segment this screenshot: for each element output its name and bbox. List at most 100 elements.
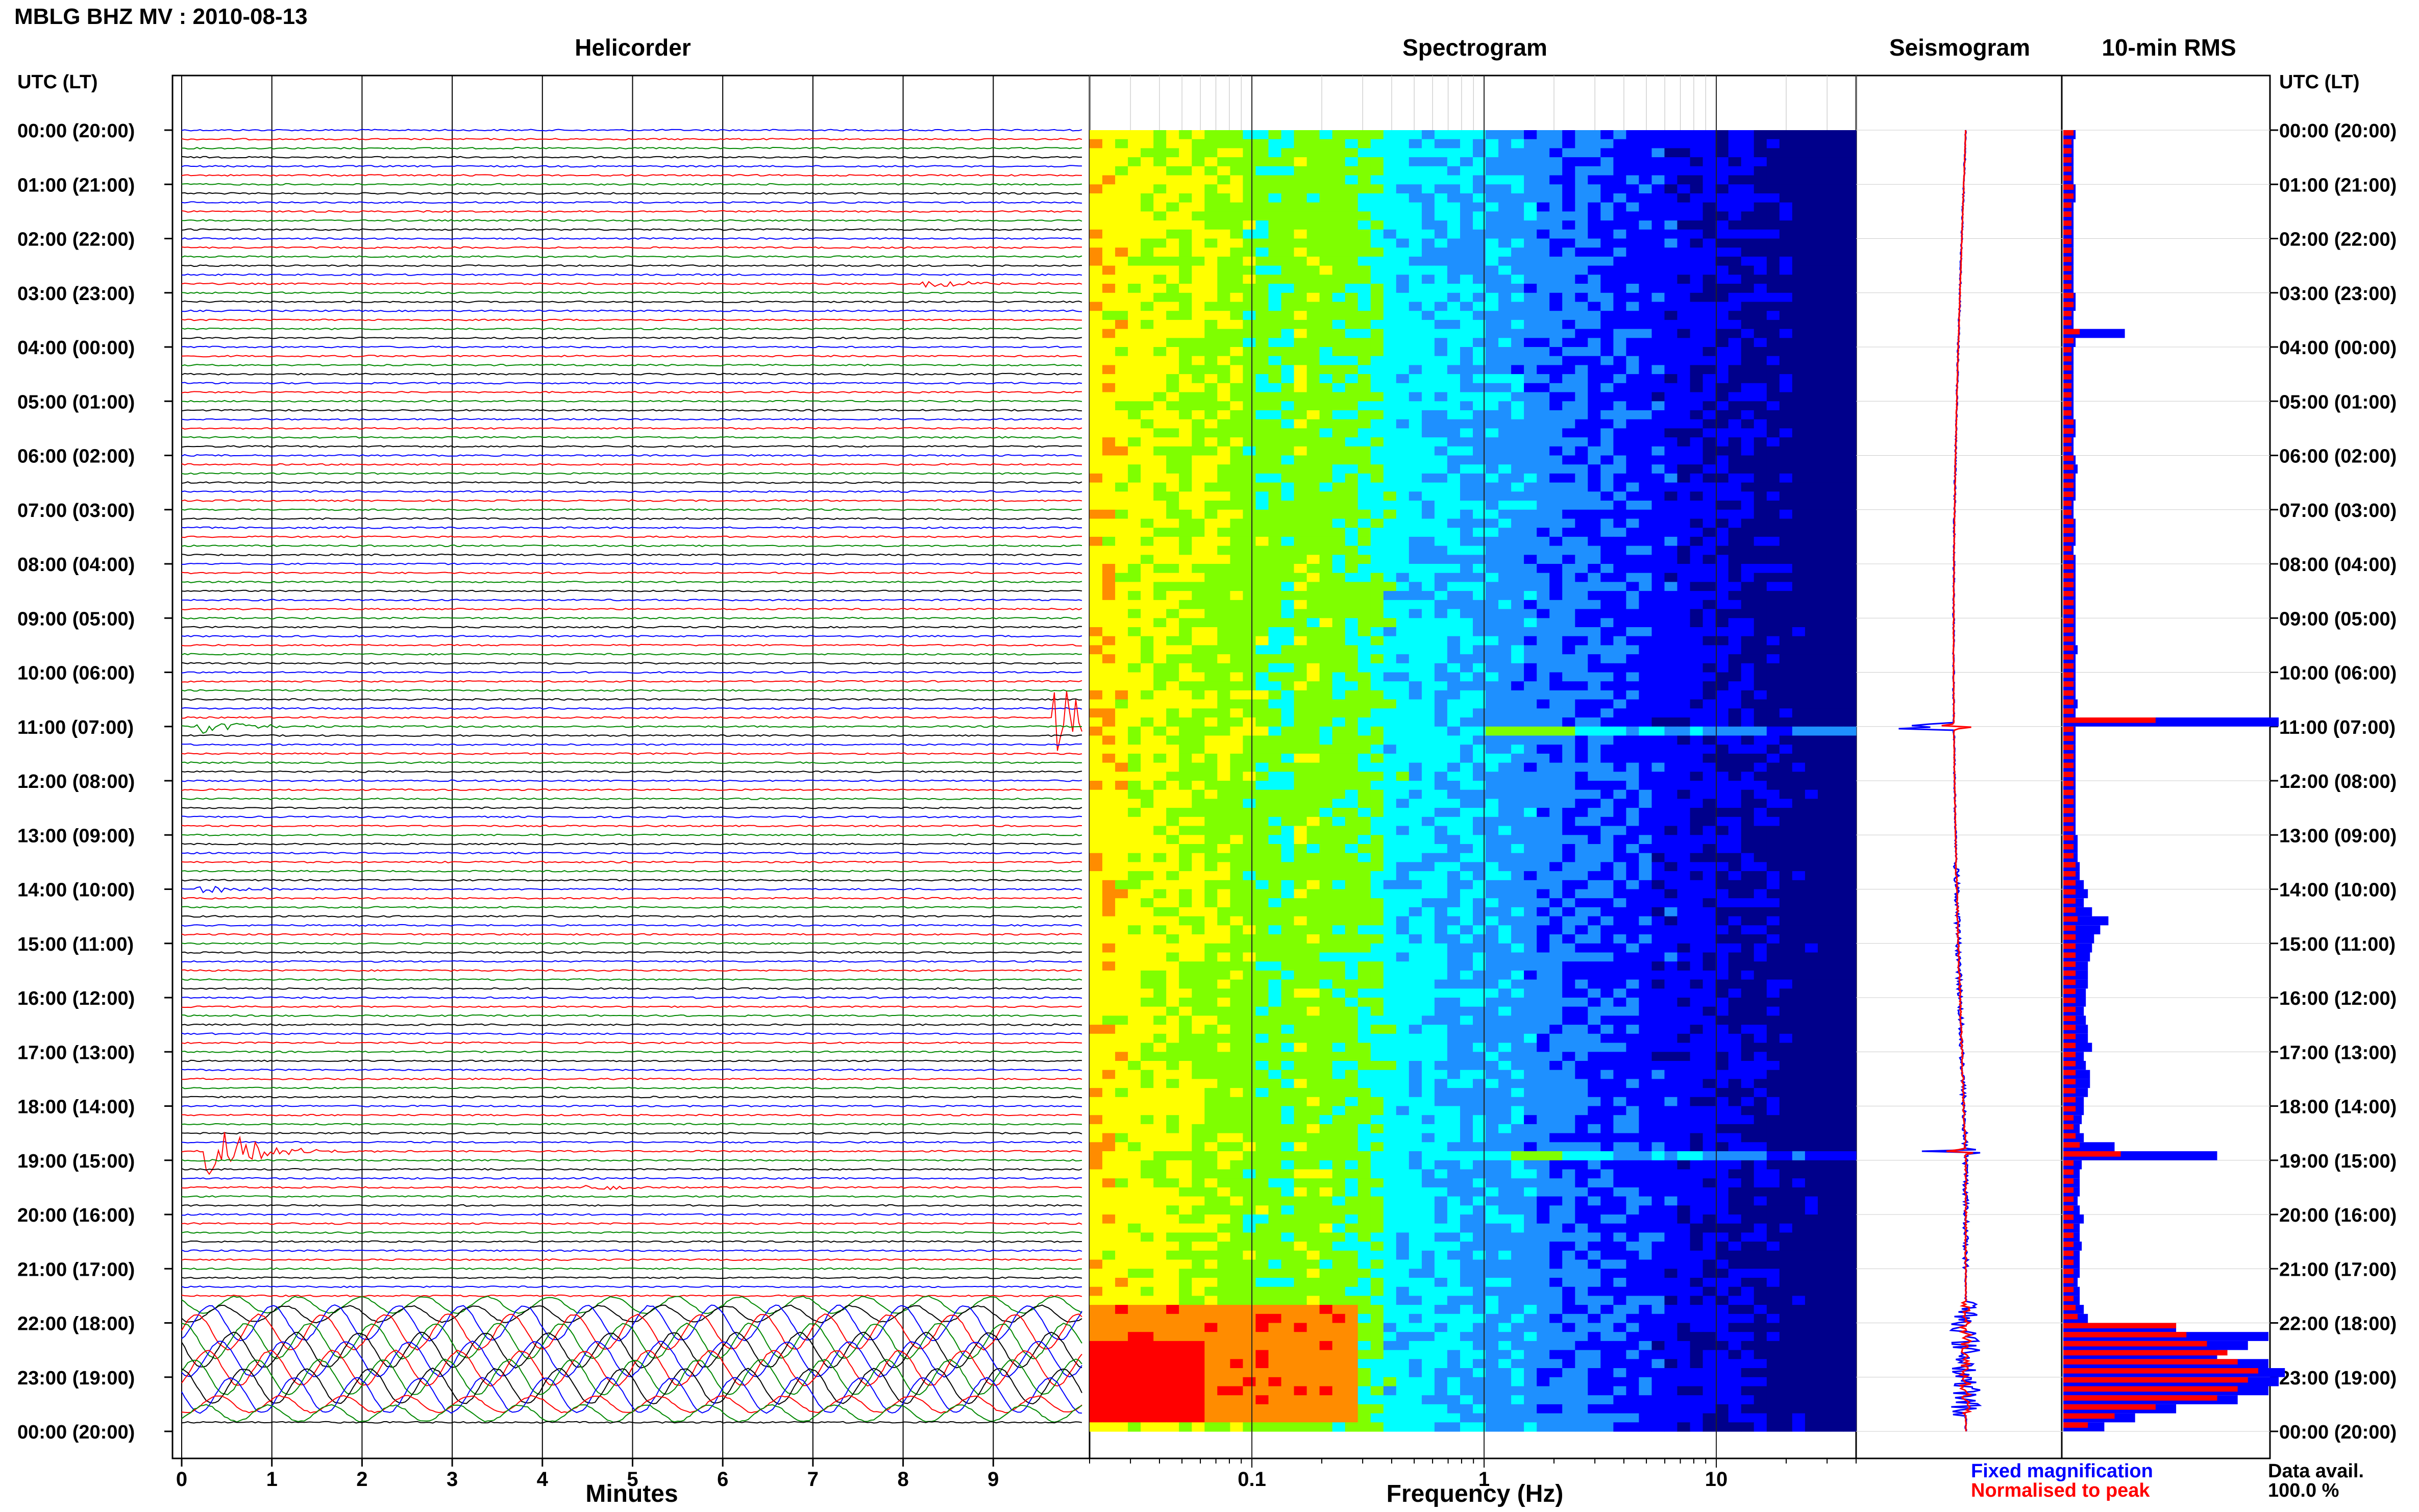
spectrogram-cell [1166, 536, 1179, 547]
spectrogram-cell [1639, 139, 1652, 148]
spectrogram-cell [1843, 238, 1857, 248]
spectrogram-cell [1319, 536, 1333, 547]
spectrogram-cell [1447, 609, 1461, 618]
spectrogram-cell [1702, 546, 1716, 555]
spectrogram-cell [1741, 157, 1755, 167]
spectrogram-cell [1153, 745, 1167, 754]
spectrogram-cell [1128, 772, 1141, 781]
spectrogram-cell [1651, 157, 1665, 167]
spectrogram-cell [1575, 229, 1588, 239]
spectrogram-cell [1600, 401, 1614, 411]
spectrogram-cell [1562, 265, 1575, 275]
spectrogram-cell [1690, 681, 1704, 691]
spectrogram-cell [1690, 536, 1704, 547]
spectrogram-cell [1396, 835, 1410, 845]
spectrogram-cell [1562, 546, 1575, 555]
spectrogram-cell [1370, 717, 1384, 727]
spectrogram-cell [1830, 437, 1844, 447]
spectrogram-cell [1128, 636, 1141, 646]
heli-trace-78 [181, 833, 1082, 836]
heli-trace-20 [181, 309, 1082, 312]
spectrogram-cell [1166, 528, 1179, 537]
spectrogram-cell [1651, 229, 1665, 239]
spectrogram-cell [1434, 816, 1448, 827]
spectrogram-cell [1294, 292, 1307, 303]
spectrogram-cell [1805, 202, 1818, 212]
spectrogram-cell [1664, 636, 1678, 646]
spectrogram-cell [1549, 383, 1563, 393]
spectrogram-cell [1537, 636, 1550, 646]
heli-trace-65 [181, 691, 1082, 751]
spectrogram-cell [1090, 672, 1103, 682]
spectrogram-cell [1511, 410, 1524, 420]
spectrogram-cell [1268, 365, 1282, 375]
spectrogram-cell [1357, 654, 1371, 664]
spectrogram-cell [1383, 536, 1397, 547]
spectrogram-cell [1204, 826, 1218, 835]
spectrogram-cell [1677, 528, 1691, 537]
spectrogram-cell [1460, 284, 1473, 293]
spectrogram-cell [1345, 292, 1359, 303]
spectrogram-cell [1562, 338, 1575, 348]
spectrogram-cell [1677, 781, 1691, 790]
spectrogram-cell [1766, 265, 1780, 275]
spectrogram-cell [1319, 645, 1333, 655]
spectrogram-cell [1792, 509, 1806, 519]
spectrogram-cell [1677, 446, 1691, 456]
spectrogram-cell [1792, 717, 1806, 727]
spectrogram-cell [1204, 816, 1218, 827]
spectrogram-cell [1332, 437, 1346, 447]
spectrogram-cell [1357, 437, 1371, 447]
spectrogram-cell [1268, 645, 1282, 655]
spectrogram-cell [1460, 618, 1473, 628]
spectrogram-cell [1447, 184, 1461, 194]
spectrogram-cell [1486, 600, 1499, 610]
spectrogram-cell [1460, 311, 1473, 320]
spectrogram-cell [1486, 365, 1499, 375]
spectrogram-cell [1268, 726, 1282, 736]
spectrogram-cell [1115, 193, 1128, 203]
spectrogram-cell [1383, 446, 1397, 456]
spectrogram-cell [1447, 762, 1461, 772]
spectrogram-cell [1690, 509, 1704, 519]
spectrogram-cell [1575, 374, 1588, 384]
spectrogram-cell [1575, 148, 1588, 158]
spectrogram-cell [1588, 708, 1601, 718]
spectrogram-cell [1421, 654, 1435, 664]
spectrogram-cell [1396, 275, 1410, 284]
spectrogram-cell [1562, 573, 1575, 582]
spectrogram-cell [1549, 220, 1563, 230]
spectrogram-cell [1217, 663, 1230, 673]
spectrogram-cell [1332, 220, 1346, 230]
spectrogram-cell [1613, 446, 1626, 456]
spectrogram-cell [1345, 392, 1359, 402]
spectrogram-cell [1843, 555, 1857, 564]
spectrogram-cell [1613, 735, 1626, 745]
spectrogram-cell [1754, 672, 1767, 682]
spectrogram-cell [1843, 130, 1857, 140]
spectrogram-cell [1600, 762, 1614, 772]
utc-label-left-23: 23:00 (19:00) [17, 1368, 135, 1389]
spectrogram-cell [1651, 464, 1665, 474]
spectrogram-cell [1460, 419, 1473, 429]
spectrogram-cell [1243, 130, 1256, 140]
spectrogram-cell [1741, 518, 1755, 528]
spectrogram-cell [1409, 591, 1422, 601]
spectrogram-cell [1243, 302, 1256, 311]
spectrogram-cell [1192, 238, 1205, 248]
spectrogram-cell [1383, 392, 1397, 402]
spectrogram-cell [1383, 383, 1397, 393]
spectrogram-cell [1217, 437, 1230, 447]
spectrogram-cell [1460, 573, 1473, 582]
spectrogram-cell [1562, 473, 1575, 483]
spectrogram-cell [1243, 383, 1256, 393]
spectrogram-cell [1639, 284, 1652, 293]
spectrogram-cell [1715, 166, 1729, 176]
spectrogram-cell [1396, 311, 1410, 320]
spectrogram-cell [1434, 672, 1448, 682]
spectrogram-cell [1306, 311, 1320, 320]
spectrogram-cell [1524, 509, 1537, 519]
spectrogram-cell [1230, 338, 1243, 348]
spectrogram-cell [1600, 329, 1614, 338]
spectrogram-cell [1434, 745, 1448, 754]
